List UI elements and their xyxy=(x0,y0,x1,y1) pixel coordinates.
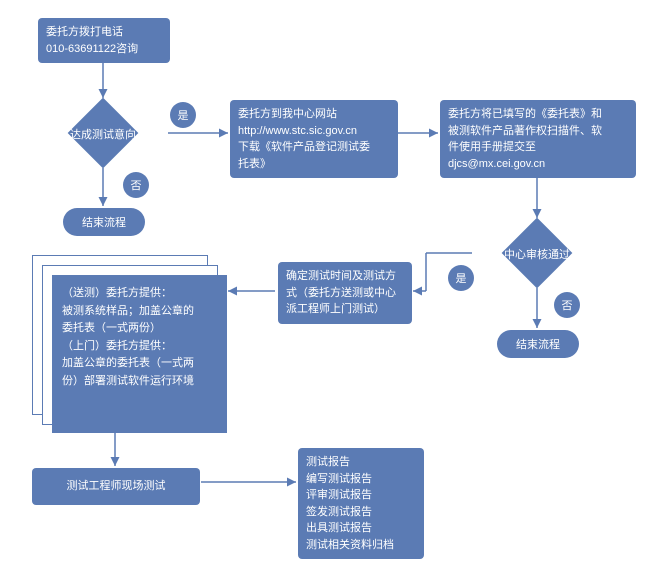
node-schedule-text: 确定测试时间及测试方 式（委托方送测或中心 派工程师上门测试） xyxy=(286,270,396,315)
node-onsite-test: 测试工程师现场测试 xyxy=(32,468,200,505)
node-website-text: 委托方到我中心网站 http://www.stc.sic.gov.cn 下载《软… xyxy=(238,108,370,170)
node-documents: （送测）委托方提供： 被测系统样品；加盖公章的 委托表（一式两份） （上门）委托… xyxy=(52,275,227,433)
node-submit: 委托方将已填写的《委托表》和 被测软件产品著作权扫描件、软 件使用手册提交至 d… xyxy=(440,100,636,178)
node-onsite-test-text: 测试工程师现场测试 xyxy=(67,480,166,492)
badge-no-1: 否 xyxy=(123,172,149,198)
node-end-2-text: 结束流程 xyxy=(516,339,560,351)
node-end-1: 结束流程 xyxy=(63,208,145,236)
badge-yes-1: 是 xyxy=(170,102,196,128)
node-submit-text: 委托方将已填写的《委托表》和 被测软件产品著作权扫描件、软 件使用手册提交至 d… xyxy=(448,108,602,170)
node-schedule: 确定测试时间及测试方 式（委托方送测或中心 派工程师上门测试） xyxy=(278,262,412,324)
node-website: 委托方到我中心网站 http://www.stc.sic.gov.cn 下载《软… xyxy=(230,100,398,178)
badge-yes-1-text: 是 xyxy=(178,107,189,123)
node-start: 委托方拨打电话 010-63691122咨询 xyxy=(38,18,170,63)
node-decision-review xyxy=(502,218,573,289)
badge-no-2-text: 否 xyxy=(562,297,573,313)
node-end-1-text: 结束流程 xyxy=(82,217,126,229)
badge-no-2: 否 xyxy=(554,292,580,318)
badge-yes-2-text: 是 xyxy=(456,270,467,286)
node-end-2: 结束流程 xyxy=(497,330,579,358)
node-reports-text: 测试报告 编写测试报告 评审测试报告 签发测试报告 出具测试报告 测试相关资料归… xyxy=(306,456,394,551)
badge-yes-2: 是 xyxy=(448,265,474,291)
node-documents-text: （送测）委托方提供： 被测系统样品；加盖公章的 委托表（一式两份） （上门）委托… xyxy=(62,287,194,387)
badge-no-1-text: 否 xyxy=(131,177,142,193)
node-reports: 测试报告 编写测试报告 评审测试报告 签发测试报告 出具测试报告 测试相关资料归… xyxy=(298,448,424,559)
node-decision-test-intent xyxy=(68,98,139,169)
node-start-text: 委托方拨打电话 010-63691122咨询 xyxy=(46,26,138,55)
node-documents-stack: （送测）委托方提供： 被测系统样品；加盖公章的 委托表（一式两份） （上门）委托… xyxy=(32,255,227,433)
